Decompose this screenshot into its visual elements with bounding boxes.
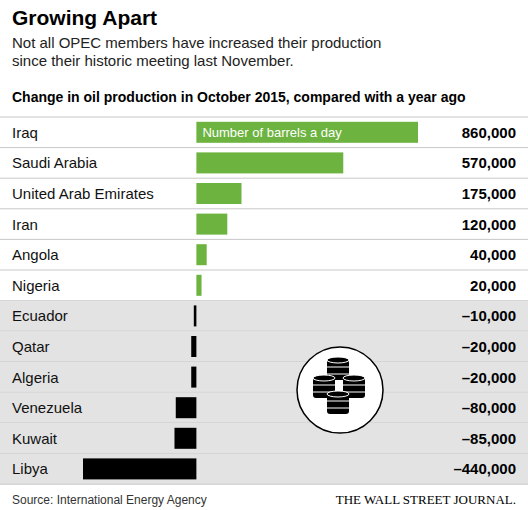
data-label: 175,000: [462, 185, 516, 202]
row-background: [0, 423, 528, 454]
data-label: 120,000: [462, 216, 516, 233]
category-label: Kuwait: [12, 430, 58, 447]
subtitle: since their historic meeting last Novemb…: [12, 52, 294, 69]
row-separator: [0, 208, 528, 209]
icon-barrel-hoop: [313, 385, 335, 386]
icon-circle: [297, 347, 383, 433]
category-label: Angola: [12, 246, 59, 263]
icon-barrel-top: [343, 375, 365, 381]
bar: [196, 244, 206, 265]
category-label: Saudi Arabia: [12, 154, 98, 171]
bar: [196, 275, 201, 296]
bar: [191, 367, 196, 388]
data-label: –10,000: [462, 307, 516, 324]
row-separator: [0, 239, 528, 240]
data-label: 20,000: [470, 277, 516, 294]
category-label: Venezuela: [12, 399, 83, 416]
row-separator: [0, 117, 528, 118]
category-label: Iran: [12, 216, 38, 233]
bar: [176, 397, 197, 418]
category-label: Qatar: [12, 338, 50, 355]
bars: [83, 122, 418, 480]
row-separator: [0, 270, 528, 271]
bar: [196, 183, 241, 204]
icon-barrel-top: [313, 375, 335, 381]
row-separator: [0, 147, 528, 148]
chart: Growing Apart Not all OPEC members have i…: [0, 0, 528, 510]
category-label: United Arab Emirates: [12, 185, 154, 202]
row-separator: [0, 484, 528, 485]
bar: [83, 458, 196, 479]
row-background: [0, 362, 528, 393]
data-label: 570,000: [462, 154, 516, 171]
data-label: 40,000: [470, 246, 516, 263]
icon-barrel-top: [327, 357, 349, 363]
icon-barrel-hoop: [343, 385, 365, 386]
annotation: Number of barrels a day: [202, 125, 342, 140]
bar: [191, 336, 196, 357]
icon-barrel-hoop: [327, 367, 349, 368]
row-separator: [0, 178, 528, 179]
bar: [196, 214, 227, 235]
bar: [196, 152, 343, 173]
subtitle: Not all OPEC members have increased thei…: [12, 34, 381, 51]
icon-barrel-hoop: [327, 401, 349, 402]
heading: Change in oil production in October 2015…: [12, 89, 466, 105]
bar: [194, 305, 197, 326]
data-label: –80,000: [462, 399, 516, 416]
source: Source: International Energy Agency: [12, 493, 207, 507]
data-label: –440,000: [453, 460, 516, 477]
category-label: Iraq: [12, 124, 38, 141]
category-label: Nigeria: [12, 277, 60, 294]
bar: [196, 122, 418, 143]
bar: [174, 428, 196, 449]
icon-barrel-top: [327, 391, 349, 397]
icon-barrel-hoop: [327, 408, 349, 409]
data-label: –20,000: [462, 338, 516, 355]
barrel-icon: [297, 347, 383, 433]
category-label: Ecuador: [12, 307, 68, 324]
credit: THE WALL STREET JOURNAL.: [336, 492, 516, 507]
row-background: [0, 392, 528, 423]
row-background: [0, 331, 528, 362]
data-label: 860,000: [462, 124, 516, 141]
row-background: [0, 301, 528, 332]
icon-barrel-hoop: [327, 374, 349, 375]
category-label: Libya: [12, 460, 49, 477]
data-label: –20,000: [462, 369, 516, 386]
title: Growing Apart: [12, 6, 157, 29]
row-background: [0, 454, 528, 485]
data-label: –85,000: [462, 430, 516, 447]
category-label: Algeria: [12, 369, 59, 386]
